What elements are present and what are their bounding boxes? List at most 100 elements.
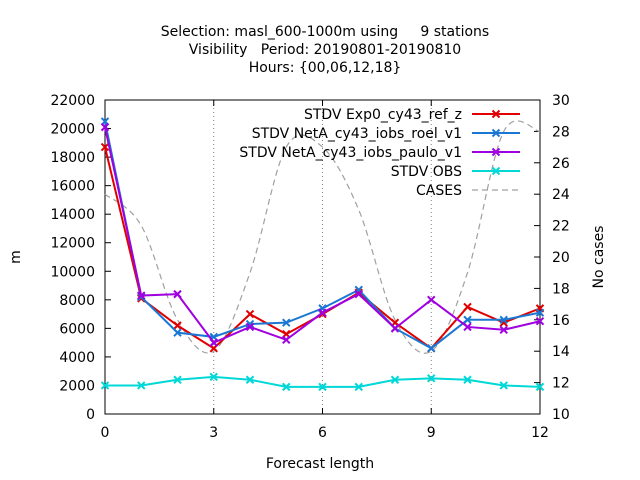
marker-stroke: [137, 291, 146, 300]
marker-stroke: [100, 122, 110, 132]
y2-tick-label: 12: [552, 376, 570, 392]
series-line: [105, 375, 541, 388]
x-tick-label: 0: [101, 425, 110, 441]
data-point: [463, 315, 472, 325]
y2-tick-label: 30: [552, 93, 570, 109]
marker-stroke: [491, 128, 501, 138]
data-point: [463, 302, 472, 312]
x-tick-label: 3: [209, 425, 218, 441]
y2-tick-label: 10: [552, 407, 570, 423]
marker-stroke: [173, 289, 182, 299]
x-axis-label: Forecast length: [266, 456, 374, 472]
data-point: [535, 308, 545, 317]
marker-stroke: [209, 338, 218, 347]
y2-tick-label: 24: [552, 187, 570, 203]
data-point: [173, 321, 182, 330]
marker-stroke: [318, 308, 327, 317]
y-tick-label: 10000: [50, 264, 95, 280]
marker-stroke: [491, 109, 501, 119]
data-point: [499, 325, 508, 334]
title-line-2: Visibility Period: 20190801-20190810: [189, 42, 461, 58]
marker-stroke: [173, 375, 182, 384]
data-point: [173, 328, 182, 337]
legend-marker: [491, 109, 501, 119]
marker-stroke: [390, 324, 400, 333]
y-tick-label: 0: [86, 407, 95, 423]
data-point: [173, 375, 182, 384]
x-tick-label: 9: [427, 425, 436, 441]
marker-stroke: [499, 381, 508, 390]
y-tick-label: 8000: [59, 293, 95, 309]
marker-stroke: [245, 322, 255, 332]
data-point: [390, 375, 400, 384]
marker-stroke: [463, 322, 472, 332]
data-point: [318, 308, 327, 317]
legend-label: STDV OBS: [391, 164, 462, 180]
legend-label: STDV Exp0_cy43_ref_z: [304, 107, 462, 123]
title-line-1: Selection: masl_600-1000m using 9 statio…: [161, 24, 489, 40]
marker-stroke: [463, 315, 472, 325]
marker-stroke: [100, 142, 110, 152]
marker-stroke: [282, 318, 291, 327]
data-point: [390, 324, 400, 333]
data-point: [173, 289, 182, 299]
series-2: [100, 122, 545, 347]
data-point: [209, 372, 218, 382]
marker-stroke: [499, 315, 508, 325]
data-point: [354, 382, 363, 392]
data-point: [282, 335, 291, 344]
legend: CASES STDV Exp0_cy43_ref_z STDV NetA_cy43_…: [239, 107, 520, 199]
marker-stroke: [245, 375, 255, 384]
marker-stroke: [535, 317, 545, 326]
y-tick-label: 22000: [50, 93, 95, 109]
marker-stroke: [535, 382, 545, 392]
series-3: [100, 372, 545, 392]
marker-stroke: [491, 166, 501, 176]
data-point: [535, 382, 545, 392]
y-tick-label: 14000: [50, 207, 95, 223]
y2-tick-label: 28: [552, 124, 570, 140]
legend-label: CASES: [416, 183, 462, 199]
marker-stroke: [491, 147, 501, 157]
marker-stroke: [282, 382, 291, 392]
data-point: [137, 381, 146, 390]
data-point: [463, 375, 472, 384]
y-tick-label: 2000: [59, 378, 95, 394]
data-point: [100, 381, 110, 390]
y-tick-label: 16000: [50, 179, 95, 195]
marker-stroke: [463, 375, 472, 384]
marker-stroke: [354, 289, 363, 299]
marker-stroke: [245, 319, 255, 329]
marker-stroke: [100, 381, 110, 390]
y2-tick-label: 26: [552, 156, 570, 172]
y2-tick-label: 20: [552, 250, 570, 266]
y2-tick-label: 14: [552, 344, 570, 360]
y-tick-label: 6000: [59, 321, 95, 337]
data-point: [100, 122, 110, 132]
data-point: [427, 344, 436, 353]
marker-stroke: [245, 309, 255, 319]
marker-stroke: [354, 382, 363, 392]
y2-axis-label: No cases: [591, 226, 607, 289]
marker-stroke: [427, 295, 436, 305]
y-tick-label: 20000: [50, 122, 95, 138]
marker-stroke: [499, 325, 508, 334]
marker-stroke: [137, 381, 146, 390]
series-4: [104, 120, 541, 354]
marker-stroke: [427, 344, 436, 353]
marker-stroke: [318, 382, 327, 392]
y-tick-label: 18000: [50, 150, 95, 166]
plot-area: 0 3 6 9 12 0 2000 4000 6000 8000 10000 12000 14000 16…: [50, 93, 569, 441]
title-line-3: Hours: {00,06,12,18}: [249, 60, 402, 76]
series-line: [104, 120, 541, 354]
data-point: [427, 295, 436, 305]
marker-stroke: [173, 321, 182, 330]
data-point: [209, 338, 218, 347]
data-point: [499, 315, 508, 325]
data-point: [245, 319, 255, 329]
marker-stroke: [209, 372, 218, 382]
legend-marker: [491, 147, 501, 157]
y-axis-label: m: [8, 250, 24, 264]
data-point: [499, 381, 508, 390]
